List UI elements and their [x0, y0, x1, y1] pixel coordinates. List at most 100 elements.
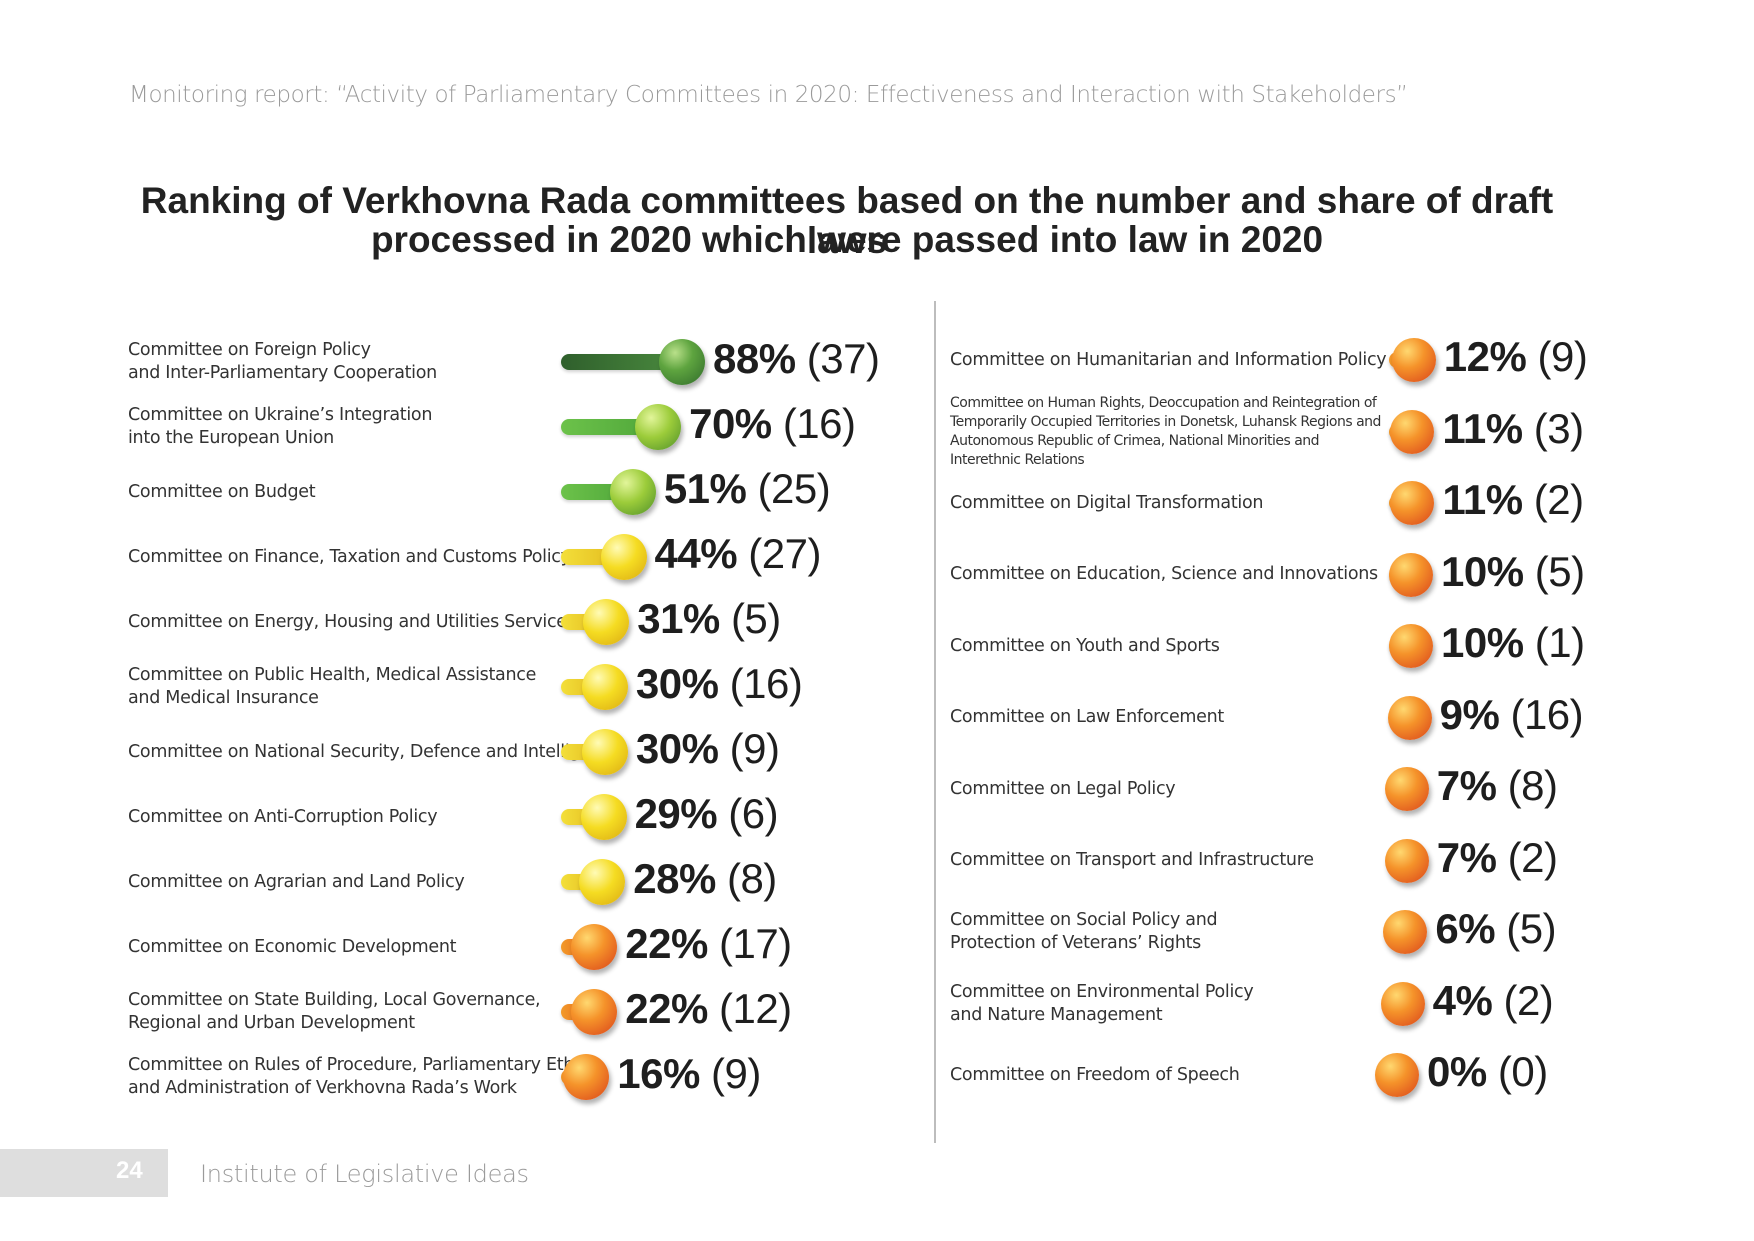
share-percent: 0%: [1427, 1048, 1487, 1095]
law-count: (16): [771, 400, 856, 447]
share-percent: 11%: [1442, 404, 1523, 452]
share-percent: 7%: [1436, 762, 1497, 809]
share-percent: 11%: [1442, 476, 1523, 523]
share-percent: 30%: [635, 660, 719, 707]
committee-name-line: Committee on Freedom of Speech: [950, 1064, 1240, 1085]
committee-name-line: Committee on Budget: [128, 481, 316, 502]
share-bead: [1380, 981, 1425, 1026]
share-percent: 28%: [633, 855, 716, 902]
share-value: 88% (37): [713, 335, 880, 383]
share-percent: 10%: [1441, 547, 1524, 595]
law-count: (1): [1523, 619, 1585, 666]
law-count: (8): [1496, 762, 1558, 809]
share-percent: 44%: [654, 530, 738, 577]
share-bead: [659, 339, 706, 385]
committee-name-line: Committee on Agrarian and Land Policy: [128, 871, 465, 892]
share-bead: [1390, 409, 1435, 454]
committee-name-line: Autonomous Republic of Crimea, National …: [950, 432, 1320, 449]
committee-name-line: Committee on Energy, Housing and Utiliti…: [128, 611, 576, 632]
committee-name-line: Committee on Finance, Taxation and Custo…: [128, 546, 571, 567]
law-count: (16): [1499, 690, 1584, 738]
chart-title-line-1: Ranking of Verkhovna Rada committees bas…: [140, 180, 1554, 261]
column-divider: [934, 301, 936, 1143]
share-value: 28% (8): [633, 855, 777, 903]
committee-name: Committee on Agrarian and Land Policy: [128, 871, 465, 894]
share-value: 7% (2): [1437, 834, 1558, 882]
committee-name: Committee on Law Enforcement: [950, 706, 1224, 729]
committee-name-line: Committee on Law Enforcement: [950, 707, 1224, 727]
law-count: (9): [1526, 333, 1588, 380]
share-value: 11% (2): [1442, 476, 1584, 524]
share-percent: 70%: [689, 400, 772, 447]
committee-name: Committee on State Building, Local Gover…: [128, 989, 541, 1035]
share-value: 4% (2): [1433, 977, 1554, 1025]
committee-name: Committee on Energy, Housing and Utiliti…: [128, 611, 576, 634]
law-count: (5): [719, 595, 781, 642]
share-bar: [561, 419, 659, 435]
share-percent: 88%: [713, 335, 796, 382]
share-bead: [580, 794, 627, 840]
share-bead: [581, 729, 628, 775]
law-count: (8): [715, 855, 777, 902]
committee-name-line: Committee on Social Policy and: [950, 910, 1218, 930]
share-bead: [635, 404, 682, 450]
committee-name-line: Committee on Public Health, Medical Assi…: [128, 665, 537, 685]
share-value: 22% (17): [625, 920, 792, 968]
committee-name-line: Committee on Economic Development: [128, 936, 457, 957]
share-bead: [1390, 481, 1435, 525]
share-bead: [581, 664, 628, 710]
committee-name: Committee on Transport and Infrastructur…: [950, 849, 1314, 872]
share-percent: 9%: [1439, 690, 1500, 738]
committee-name-line: Committee on Ukraine’s Integration: [128, 405, 433, 425]
committee-name-line: and Nature Management: [950, 1004, 1163, 1025]
committee-name: Committee on Foreign Policy and Inter-Par…: [128, 339, 437, 385]
committee-name-line: Committee on Humanitarian and Informatio…: [950, 349, 1387, 370]
share-value: 22% (12): [625, 985, 792, 1033]
committee-name-line: into the European Union: [128, 428, 334, 448]
committee-name: Committee on Anti-Corruption Policy: [128, 806, 438, 829]
share-value: 51% (25): [664, 465, 831, 513]
committee-name-line: and Medical Insurance: [128, 688, 319, 708]
law-count: (9): [699, 1050, 761, 1097]
committee-name-line: Committee on Transport and Infrastructur…: [950, 850, 1314, 870]
share-bead: [583, 599, 630, 645]
share-bead: [571, 924, 618, 970]
committee-name: Committee on Digital Transformation: [950, 492, 1263, 515]
share-value: 12% (9): [1444, 333, 1588, 381]
law-count: (2): [1492, 976, 1554, 1024]
committee-name-line: Committee on Rules of Procedure, Parliam…: [128, 1055, 597, 1075]
committee-name-line: Committee on Digital Transformation: [950, 492, 1264, 513]
share-bead: [1389, 624, 1433, 668]
law-count: (2): [1496, 833, 1558, 881]
share-value: 9% (16): [1440, 691, 1584, 739]
share-value: 16% (9): [617, 1050, 761, 1098]
law-count: (9): [718, 725, 780, 772]
committee-name-line: Committee on Youth and Sports: [950, 635, 1220, 656]
share-value: 0% (0): [1427, 1048, 1548, 1096]
share-bead: [1375, 1053, 1419, 1097]
share-bead: [600, 534, 647, 580]
committee-name: Committee on Education, Science and Inno…: [950, 563, 1378, 586]
committee-name: Committee on Youth and Sports: [950, 635, 1220, 658]
committee-name-line: Protection of Veterans’ Rights: [950, 933, 1201, 953]
share-percent: 12%: [1443, 333, 1527, 380]
law-count: (5): [1523, 547, 1585, 595]
share-value: 10% (5): [1441, 548, 1585, 596]
share-value: 6% (5): [1435, 905, 1556, 953]
committee-name: Committee on Finance, Taxation and Custo…: [128, 546, 571, 569]
committee-name: Committee on Economic Development: [128, 936, 457, 959]
committee-name-line: Committee on Legal Policy: [950, 778, 1176, 799]
share-bead: [579, 859, 626, 905]
committee-name-line: Committee on Foreign Policy: [128, 340, 371, 360]
committee-name: Committee on National Security, Defence …: [128, 741, 622, 764]
share-value: 7% (8): [1437, 762, 1558, 810]
share-value: 29% (6): [635, 790, 779, 838]
law-count: (16): [718, 660, 803, 707]
share-value: 70% (16): [689, 400, 856, 448]
share-bead: [1384, 767, 1429, 811]
share-percent: 6%: [1435, 905, 1496, 952]
law-count: (25): [746, 465, 831, 512]
share-bead: [1391, 338, 1436, 382]
chart-title-line-2: processed in 2020 which were passed into…: [370, 219, 1324, 260]
committee-name: Committee on Public Health, Medical Assi…: [128, 664, 536, 710]
